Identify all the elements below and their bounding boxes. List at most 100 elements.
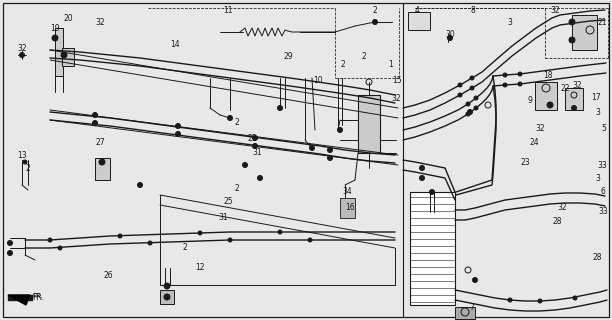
Text: 15: 15 (392, 76, 402, 84)
Text: 32: 32 (557, 204, 567, 212)
Text: 22: 22 (560, 84, 570, 92)
Bar (565, 88, 583, 110)
Text: 2: 2 (182, 244, 187, 252)
Circle shape (518, 82, 522, 86)
Circle shape (7, 251, 12, 255)
Circle shape (447, 36, 452, 41)
Circle shape (164, 283, 170, 289)
Bar (455, 307, 475, 319)
Circle shape (466, 102, 470, 106)
Circle shape (7, 241, 12, 245)
Circle shape (198, 231, 202, 235)
Bar (535, 82, 557, 110)
Text: 28: 28 (552, 218, 562, 227)
Circle shape (458, 93, 462, 97)
Text: 9: 9 (528, 95, 532, 105)
Circle shape (23, 160, 27, 164)
Circle shape (503, 73, 507, 77)
Circle shape (310, 146, 315, 150)
Text: 33: 33 (597, 161, 607, 170)
Text: 21: 21 (597, 18, 606, 27)
Text: 28: 28 (592, 253, 602, 262)
Text: 32: 32 (550, 5, 560, 14)
Circle shape (327, 156, 332, 161)
Circle shape (58, 246, 62, 250)
Circle shape (458, 83, 462, 87)
Bar (95, 158, 110, 180)
Text: 13: 13 (17, 150, 27, 159)
Circle shape (258, 175, 263, 180)
Text: 32: 32 (17, 44, 27, 52)
Text: 19: 19 (50, 23, 60, 33)
Text: 25: 25 (223, 197, 233, 206)
Circle shape (228, 238, 232, 242)
Circle shape (569, 37, 575, 43)
Text: 4: 4 (414, 5, 419, 14)
Circle shape (253, 135, 258, 140)
Circle shape (569, 19, 575, 25)
Text: 27: 27 (95, 138, 105, 147)
Text: 7: 7 (469, 303, 474, 313)
Text: 10: 10 (313, 76, 323, 84)
Circle shape (242, 163, 247, 167)
Text: 32: 32 (391, 93, 401, 102)
Text: 32: 32 (572, 81, 582, 90)
Text: 3: 3 (595, 108, 600, 116)
Text: 11: 11 (223, 5, 233, 14)
Text: 18: 18 (543, 70, 553, 79)
Circle shape (503, 83, 507, 87)
Text: 25: 25 (247, 133, 257, 142)
Circle shape (508, 298, 512, 302)
Circle shape (466, 112, 470, 116)
Circle shape (470, 86, 474, 90)
Circle shape (176, 124, 181, 129)
Text: 17: 17 (591, 92, 601, 101)
Circle shape (547, 102, 553, 108)
Circle shape (148, 241, 152, 245)
Text: FR.: FR. (32, 293, 44, 302)
Text: 33: 33 (598, 207, 608, 217)
Circle shape (176, 132, 181, 137)
Circle shape (518, 72, 522, 76)
Text: 1: 1 (389, 60, 394, 68)
Text: 14: 14 (170, 39, 180, 49)
Circle shape (278, 230, 282, 234)
Circle shape (20, 52, 24, 58)
Circle shape (164, 294, 170, 300)
Text: 3: 3 (595, 173, 600, 182)
Circle shape (308, 238, 312, 242)
Circle shape (474, 96, 478, 100)
Circle shape (373, 20, 378, 25)
Text: 26: 26 (103, 270, 113, 279)
Circle shape (228, 116, 233, 121)
Text: 3: 3 (507, 18, 512, 27)
Text: FR.: FR. (32, 293, 43, 299)
Circle shape (253, 143, 258, 148)
Bar (55, 28, 63, 76)
Text: 2: 2 (26, 164, 31, 172)
Text: 2: 2 (362, 52, 367, 60)
Text: 2: 2 (341, 60, 345, 68)
Text: 31: 31 (218, 213, 228, 222)
Circle shape (99, 159, 105, 165)
Text: 20: 20 (63, 13, 73, 22)
Circle shape (419, 175, 425, 180)
Bar (410, 192, 455, 305)
Bar (358, 95, 380, 153)
Circle shape (337, 127, 343, 132)
Circle shape (277, 106, 283, 110)
Circle shape (52, 35, 58, 41)
Text: 32: 32 (95, 18, 105, 27)
Text: 31: 31 (252, 148, 262, 156)
Circle shape (419, 165, 425, 171)
Text: 2: 2 (234, 117, 239, 126)
Bar (340, 198, 355, 218)
Bar (62, 48, 74, 66)
Circle shape (61, 52, 67, 58)
Circle shape (92, 121, 97, 125)
Text: 12: 12 (195, 263, 205, 273)
Bar (160, 290, 174, 304)
Circle shape (430, 189, 435, 195)
Circle shape (572, 106, 577, 110)
Text: 8: 8 (471, 5, 476, 14)
